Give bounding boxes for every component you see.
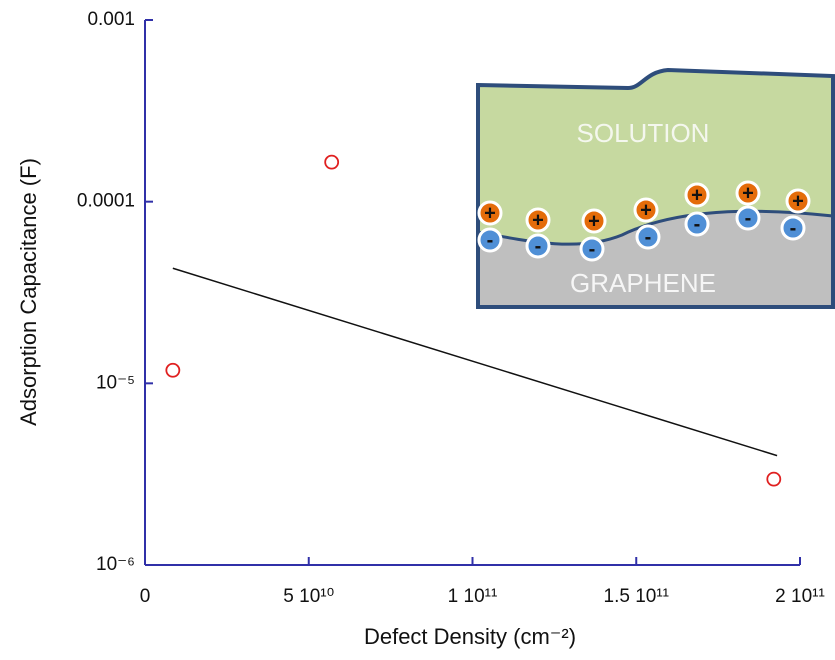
ion bbox=[735, 205, 761, 231]
inset-border bbox=[476, 67, 835, 309]
ion bbox=[525, 233, 551, 259]
ion-sign: + bbox=[792, 190, 804, 212]
x-axis-label: Defect Density (cm⁻²) bbox=[364, 624, 576, 649]
ion bbox=[525, 207, 551, 233]
y-tick-label: 0.0001 bbox=[77, 191, 135, 212]
ion-sign: - bbox=[589, 238, 596, 260]
y-tick-label: 10⁻⁵ bbox=[96, 372, 135, 393]
ion bbox=[477, 227, 503, 253]
solution-label: SOLUTION bbox=[577, 118, 710, 148]
graphene-label: GRAPHENE bbox=[570, 268, 716, 298]
ion bbox=[785, 188, 811, 214]
x-tick-label: 5 10¹⁰ bbox=[283, 586, 334, 607]
ion-sign: - bbox=[645, 226, 652, 248]
ion bbox=[684, 211, 710, 237]
graphene-region bbox=[478, 211, 833, 307]
x-tick-label: 1 10¹¹ bbox=[448, 586, 498, 607]
ion-sign: - bbox=[694, 213, 701, 235]
ion bbox=[635, 224, 661, 250]
ion bbox=[633, 197, 659, 223]
data-point bbox=[766, 471, 782, 487]
y-axis-label: Adsorption Capacitance (F) bbox=[16, 158, 41, 426]
ion-sign: + bbox=[484, 202, 496, 224]
data-point bbox=[324, 154, 340, 170]
ion-sign: + bbox=[532, 209, 544, 231]
trend-line bbox=[172, 267, 778, 457]
ion-sign: - bbox=[790, 217, 797, 239]
ion-sign: + bbox=[588, 210, 600, 232]
data-point bbox=[165, 362, 181, 378]
ion-sign: + bbox=[640, 199, 652, 221]
ion bbox=[477, 200, 503, 226]
x-tick-label: 1.5 10¹¹ bbox=[604, 586, 669, 607]
ion-sign: - bbox=[535, 235, 542, 257]
ion-sign: + bbox=[691, 184, 703, 206]
ion bbox=[735, 180, 761, 206]
ion bbox=[579, 236, 605, 262]
axes bbox=[144, 19, 801, 566]
ion-sign: - bbox=[745, 207, 752, 229]
y-tick-label: 10⁻⁶ bbox=[96, 554, 135, 575]
x-tick-label: 0 bbox=[140, 586, 151, 607]
ion-sign: + bbox=[742, 182, 754, 204]
ion bbox=[780, 215, 806, 241]
y-tick-label: 0.001 bbox=[87, 9, 135, 30]
ion bbox=[684, 182, 710, 208]
ion-sign: - bbox=[487, 229, 494, 251]
x-tick-label: 2 10¹¹ bbox=[775, 586, 825, 607]
ion bbox=[581, 208, 607, 234]
inset-diagram: SOLUTION GRAPHENE + + + + + + + - - - - - - - bbox=[476, 67, 835, 309]
